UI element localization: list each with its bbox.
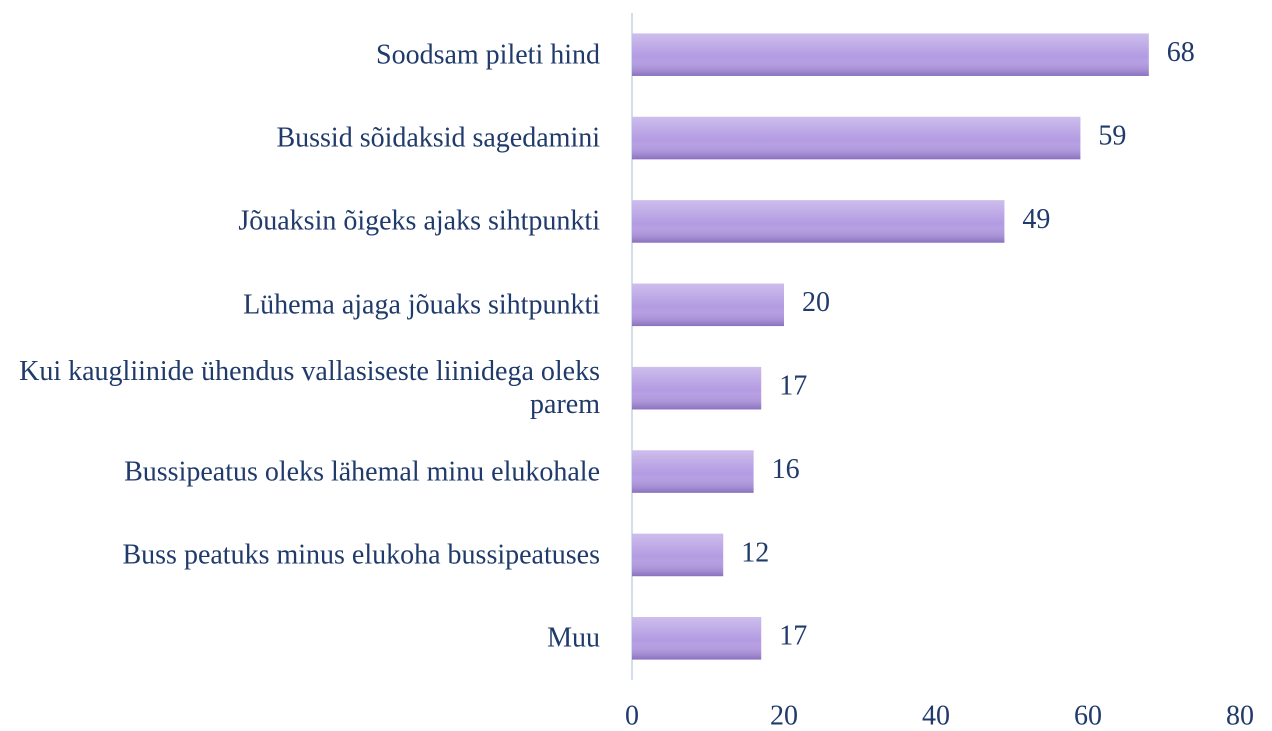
bar-shade bbox=[632, 533, 724, 577]
y-tick-label: Muu bbox=[547, 622, 600, 654]
y-tick-label: Jõuaksin õigeks ajaks sihtpunkti bbox=[238, 205, 600, 237]
bar-shade bbox=[632, 283, 784, 327]
value-label: 49 bbox=[1022, 204, 1050, 235]
y-tick-label: Bussipeatus oleks lähemal minu elukohale bbox=[124, 456, 600, 488]
x-tick-label: 80 bbox=[1226, 700, 1254, 731]
value-label: 20 bbox=[802, 287, 830, 318]
y-tick-label: Lühema ajaga jõuaks sihtpunkti bbox=[243, 289, 600, 321]
x-tick-label: 20 bbox=[770, 700, 798, 731]
bar-shade bbox=[632, 366, 762, 410]
y-tick-label: Bussid sõidaksid sagedamini bbox=[276, 122, 600, 154]
value-label: 68 bbox=[1167, 37, 1195, 68]
y-tick-label: Soodsam pileti hind bbox=[376, 39, 600, 71]
x-tick-label: 60 bbox=[1074, 700, 1102, 731]
bar-shade bbox=[632, 200, 1005, 243]
bar bbox=[632, 200, 1005, 243]
bar-shade bbox=[632, 617, 762, 660]
bar bbox=[632, 533, 724, 577]
bar-shade bbox=[632, 33, 1149, 76]
bar bbox=[632, 450, 754, 493]
value-label: 59 bbox=[1098, 120, 1126, 151]
value-label: 17 bbox=[779, 621, 807, 652]
x-tick-label: 40 bbox=[922, 700, 950, 731]
bar bbox=[632, 116, 1081, 160]
bar bbox=[632, 283, 784, 327]
x-tick-label: 0 bbox=[625, 700, 639, 731]
bar bbox=[632, 33, 1149, 76]
y-tick-label: Kui kaugliinide ühendus vallasiseste lii… bbox=[19, 356, 600, 421]
bar bbox=[632, 617, 762, 660]
bar-shade bbox=[632, 450, 754, 493]
value-label: 12 bbox=[741, 537, 769, 568]
value-label: 16 bbox=[772, 454, 800, 485]
y-tick-label: Buss peatuks minus elukoha bussipeatuses bbox=[122, 539, 600, 571]
bar-shade bbox=[632, 116, 1081, 160]
value-label: 17 bbox=[779, 371, 807, 402]
bar bbox=[632, 366, 762, 410]
